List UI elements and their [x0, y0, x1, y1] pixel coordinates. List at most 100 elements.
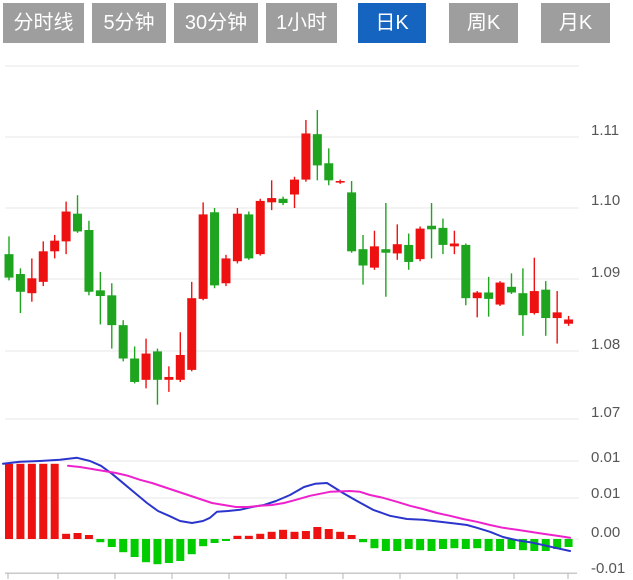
macd-bar	[290, 531, 299, 539]
macd-bar	[233, 535, 242, 539]
macd-bar	[164, 539, 173, 563]
candle	[564, 315, 574, 326]
macd-bar	[107, 539, 116, 547]
macd-bar	[244, 535, 253, 539]
candle	[84, 220, 94, 296]
candle	[187, 281, 197, 372]
candles	[4, 110, 574, 405]
price-label: 1.07	[591, 404, 620, 421]
tab-1hour[interactable]: 1小时	[266, 3, 337, 43]
macd-bar	[267, 531, 276, 539]
macd-bar	[416, 539, 425, 551]
candle	[461, 243, 471, 306]
macd-bar	[484, 539, 493, 551]
macd-bar	[381, 539, 390, 551]
candle	[495, 281, 505, 306]
tab-5min[interactable]: 5分钟	[92, 3, 166, 43]
macd-label: 0.01	[591, 485, 620, 502]
tab-weekly-k[interactable]: 周K	[449, 3, 518, 43]
candle	[244, 211, 254, 260]
candle	[4, 236, 14, 281]
candle	[164, 366, 174, 392]
macd-bar	[256, 533, 265, 539]
macd-bar	[153, 539, 162, 565]
candle	[301, 119, 311, 182]
candle	[415, 226, 425, 262]
macd-bar	[301, 531, 310, 539]
tab-monthly-k[interactable]: 月K	[541, 3, 610, 43]
macd-label: 0.01	[591, 449, 620, 466]
macd-axis-labels: 0.01 0.01 0.00 -0.01	[591, 449, 625, 577]
tab-time-line[interactable]: 分时线	[3, 3, 84, 43]
macd-bar	[473, 539, 482, 549]
price-label: 1.09	[591, 264, 620, 281]
macd-bar	[84, 535, 93, 539]
candle	[324, 148, 334, 186]
macd-bar	[5, 463, 13, 539]
dea-line	[67, 464, 571, 539]
candle	[541, 281, 551, 336]
macd-bar	[39, 463, 48, 539]
candle	[552, 291, 562, 344]
macd-bar	[96, 539, 105, 543]
macd-bar	[130, 539, 139, 557]
candle	[506, 273, 516, 294]
macd-bar	[336, 531, 345, 539]
macd-bar	[313, 527, 322, 539]
price-label: 1.10	[591, 192, 620, 209]
candle	[518, 268, 528, 336]
candle	[438, 218, 448, 255]
macd-histogram	[5, 463, 573, 565]
x-axis-ticks	[7, 573, 569, 579]
macd-bar	[16, 463, 25, 539]
candle	[255, 198, 265, 256]
macd-bar	[119, 539, 128, 553]
tab-30min[interactable]: 30分钟	[174, 3, 258, 43]
macd-bar	[438, 539, 447, 549]
price-label: 1.08	[591, 336, 620, 353]
candle	[232, 208, 242, 264]
macd-grid	[5, 460, 579, 574]
price-axis-labels: 1.11 1.10 1.09 1.08 1.07	[591, 122, 620, 421]
candle	[210, 208, 220, 289]
macd-bar	[221, 539, 230, 541]
macd-bar	[27, 463, 36, 539]
candle	[95, 271, 105, 325]
macd-bar	[404, 539, 413, 549]
macd-bar	[176, 539, 185, 561]
macd-bar	[347, 535, 356, 539]
macd-bar	[370, 539, 379, 549]
macd-bar	[73, 533, 82, 539]
candle	[107, 283, 117, 349]
candle	[267, 180, 277, 211]
tab-daily-k[interactable]: 日K	[358, 3, 426, 43]
macd-bar	[279, 529, 288, 539]
macd-bar	[393, 539, 402, 551]
macd-bar	[553, 539, 562, 549]
macd-bar	[187, 539, 196, 555]
candle	[130, 346, 140, 384]
candle	[358, 234, 368, 285]
macd-bar	[507, 539, 516, 549]
price-label: 1.11	[591, 122, 619, 139]
candle	[118, 320, 128, 362]
macd-label: -0.01	[591, 560, 625, 577]
dif-line	[2, 456, 571, 552]
candle	[335, 179, 345, 184]
candle	[472, 291, 482, 318]
candle	[50, 234, 60, 259]
macd-bar	[564, 539, 573, 547]
candle	[15, 268, 25, 314]
macd-bar	[50, 463, 59, 539]
macd-bar	[450, 539, 459, 549]
candle	[427, 203, 437, 259]
macd-bar	[518, 539, 527, 551]
macd-bar	[461, 539, 470, 549]
candle	[392, 224, 402, 260]
candle	[27, 258, 37, 302]
candle	[141, 338, 151, 389]
candle	[449, 230, 459, 255]
candle	[290, 176, 299, 208]
